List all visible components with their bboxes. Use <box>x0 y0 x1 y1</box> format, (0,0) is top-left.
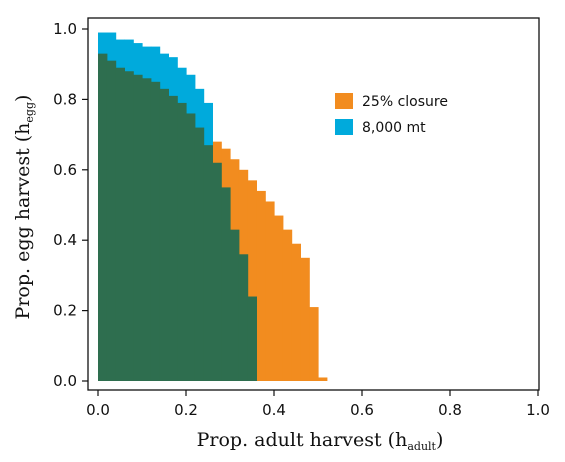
chart-fills <box>98 32 328 382</box>
region-column-overlap <box>247 296 257 381</box>
y-axis-label: Prop. egg harvest (hegg) <box>12 95 36 320</box>
region-column-overlap <box>168 95 178 381</box>
region-column-25-closure <box>247 180 257 381</box>
x-tick-label: 0.4 <box>262 401 286 419</box>
region-column-25-closure <box>291 243 301 381</box>
plot-frame <box>87 17 540 391</box>
y-tick-label: 1.0 <box>53 20 77 38</box>
x-tick-label: 0.0 <box>86 401 110 419</box>
x-axis: 0.0 0.2 0.4 0.6 0.8 1.0 <box>86 390 550 419</box>
legend-label-8000-mt: 8,000 mt <box>362 120 426 136</box>
region-column-overlap <box>212 162 222 381</box>
legend-label-25-closure: 25% closure <box>362 94 448 110</box>
y-axis: 0.0 0.2 0.4 0.6 0.8 1.0 <box>53 20 88 390</box>
region-column-overlap <box>177 102 187 382</box>
region-column-overlap <box>159 88 169 381</box>
legend-swatch-8000-mt <box>335 119 353 135</box>
region-column-overlap <box>98 53 108 381</box>
region-column-25-closure <box>256 190 266 381</box>
region-column-25-closure <box>282 229 293 381</box>
region-column-overlap <box>238 254 249 381</box>
region-column-overlap <box>230 229 240 381</box>
y-tick-label: 0.6 <box>53 161 77 179</box>
legend-swatch-25-closure <box>335 93 353 109</box>
y-tick-label: 0.8 <box>53 90 77 108</box>
y-tick-label: 0.0 <box>53 372 77 390</box>
region-column-overlap <box>124 71 134 382</box>
region-column-overlap <box>106 60 117 382</box>
region-column-25-closure <box>274 215 284 381</box>
region-column-overlap <box>133 74 143 381</box>
x-tick-label: 0.6 <box>350 401 374 419</box>
region-column-overlap <box>186 113 196 381</box>
region-column-overlap <box>150 81 161 382</box>
x-axis-label: Prop. adult harvest (hadult) <box>197 429 444 453</box>
region-column-overlap <box>115 67 125 381</box>
y-tick-label: 0.2 <box>53 302 77 320</box>
region-column-overlap <box>203 145 213 381</box>
x-tick-label: 0.2 <box>174 401 198 419</box>
region-column-25-closure <box>309 307 319 381</box>
region-column-25-closure <box>300 257 310 381</box>
region-column-overlap <box>221 187 231 381</box>
x-tick-label: 0.8 <box>438 401 462 419</box>
region-column-25-closure <box>318 377 328 381</box>
region-column-25-closure <box>265 201 275 381</box>
x-tick-label: 1.0 <box>526 401 550 419</box>
region-column-overlap <box>142 78 152 381</box>
region-column-overlap <box>194 127 205 381</box>
y-tick-label: 0.4 <box>53 231 77 249</box>
legend: 25% closure 8,000 mt <box>335 93 448 136</box>
